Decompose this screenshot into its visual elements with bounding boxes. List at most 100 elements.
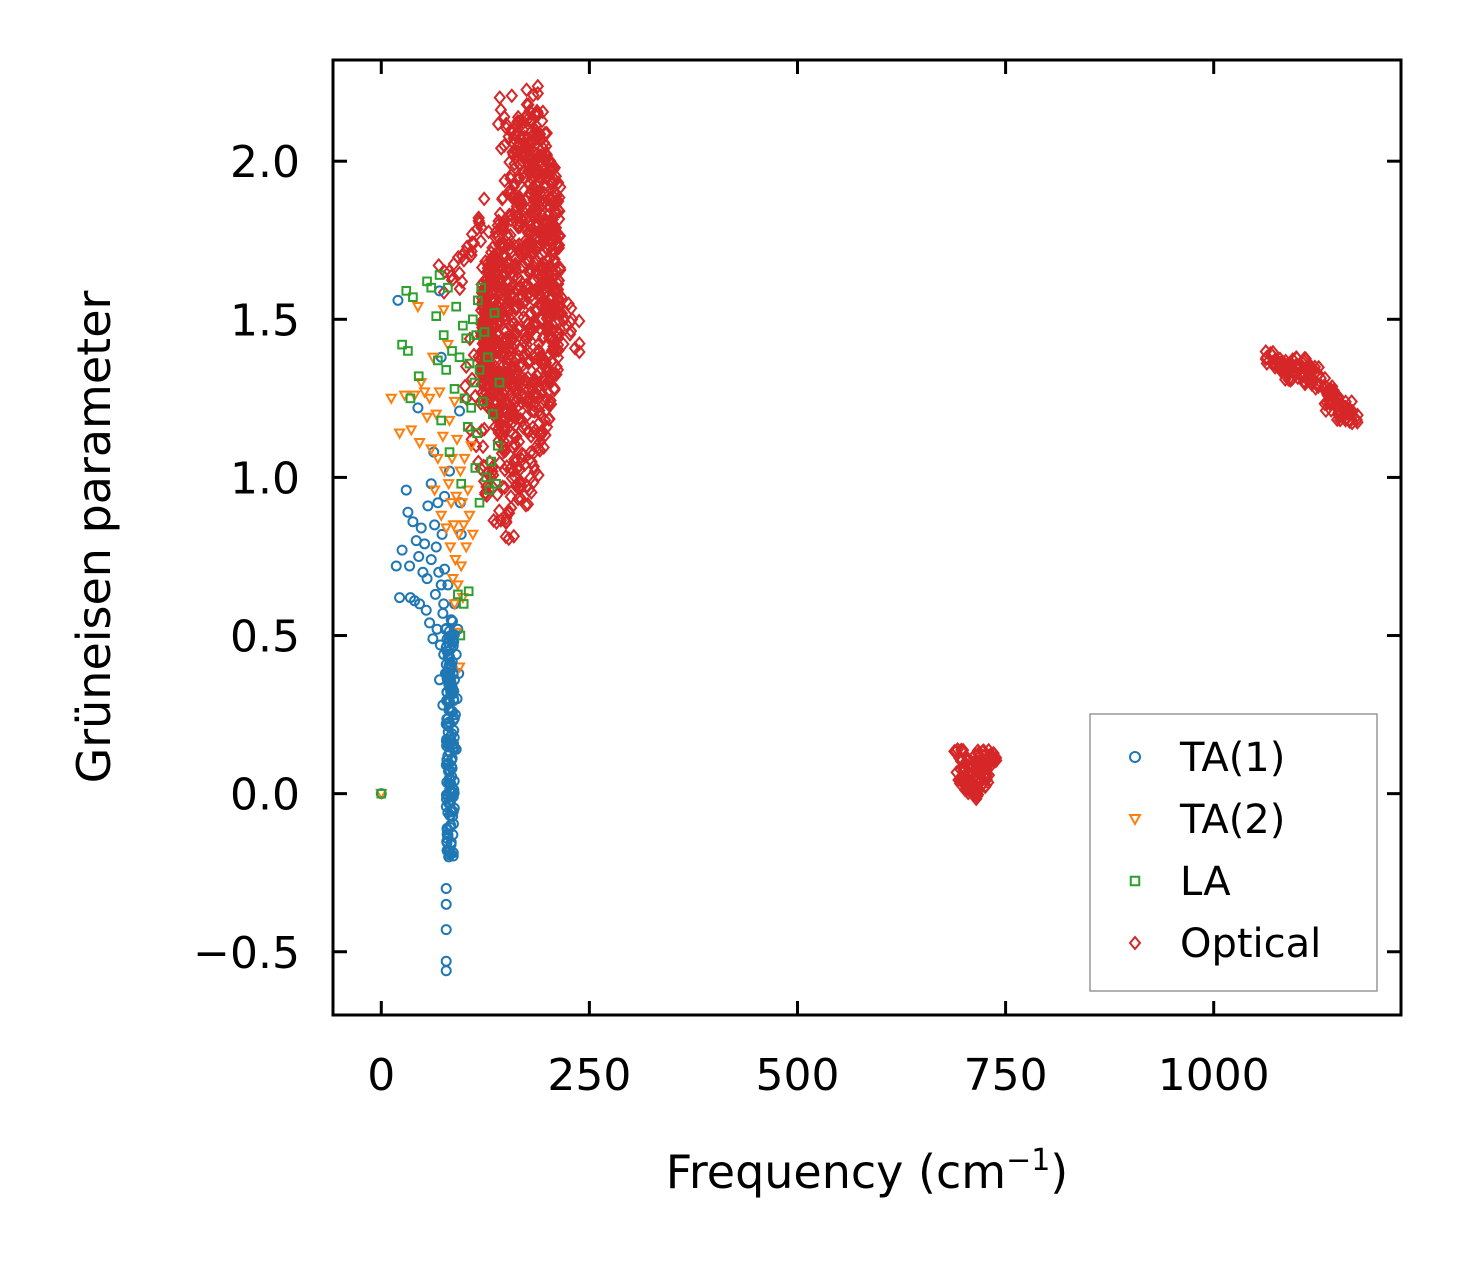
ta2-point xyxy=(431,453,445,466)
ta2-point xyxy=(440,523,453,535)
optical-point xyxy=(455,248,469,264)
ta2-point xyxy=(443,415,456,428)
optical-point xyxy=(491,116,505,132)
la-point xyxy=(405,393,416,404)
optical-point xyxy=(509,428,523,444)
optical-point xyxy=(495,191,509,207)
la-point xyxy=(403,346,413,356)
optical-point xyxy=(547,171,561,187)
optical-point xyxy=(508,451,521,467)
optical-point xyxy=(465,247,478,263)
ta1-point xyxy=(429,588,441,600)
ta1-point xyxy=(440,898,452,910)
plot-frame xyxy=(331,58,1403,1017)
ta2-point xyxy=(455,498,469,510)
optical-point xyxy=(552,342,565,358)
x-tick-label: 0 xyxy=(367,1050,395,1101)
optical-point xyxy=(1279,353,1293,369)
ta2-point xyxy=(448,396,461,409)
optical-point xyxy=(438,264,452,280)
optical-point xyxy=(498,321,512,337)
optical-point xyxy=(564,300,578,316)
optical-point xyxy=(497,333,511,349)
ta2-point xyxy=(425,444,438,456)
optical-point xyxy=(523,352,536,368)
ta2-point xyxy=(457,520,470,532)
ta1-point xyxy=(433,566,445,578)
optical-point xyxy=(515,149,529,165)
optical-point xyxy=(532,402,546,419)
optical-point xyxy=(502,407,515,423)
optical-point xyxy=(551,276,565,292)
optical-point xyxy=(497,418,511,434)
ta2-point xyxy=(420,412,434,424)
ta2-point xyxy=(451,580,465,592)
optical-point xyxy=(519,211,532,227)
ta1-point xyxy=(413,550,425,562)
optical-point xyxy=(458,244,472,260)
x-axis-label: Frequency (cm−1) xyxy=(666,1143,1069,1199)
la-point xyxy=(472,428,482,438)
optical-point xyxy=(497,382,511,398)
la-point xyxy=(469,377,480,388)
la-point xyxy=(491,478,501,489)
optical-point xyxy=(484,244,498,260)
optical-point xyxy=(506,144,519,160)
optical-point xyxy=(989,750,1003,766)
x-axis-label-sup: −1 xyxy=(1006,1143,1050,1178)
optical-point xyxy=(497,265,511,281)
optical-point xyxy=(499,529,513,545)
optical-point xyxy=(499,515,513,531)
ta1-point xyxy=(436,528,448,540)
legend-marker-optical xyxy=(1128,935,1142,951)
ta2-point xyxy=(413,438,426,450)
optical-point xyxy=(520,82,533,98)
optical-point xyxy=(535,269,548,286)
ta1-point xyxy=(415,522,427,534)
legend-label: TA(2) xyxy=(1179,797,1285,843)
optical-point xyxy=(539,393,552,410)
la-point xyxy=(474,365,485,375)
la-point xyxy=(456,478,467,489)
optical-point xyxy=(529,285,542,301)
optical-point xyxy=(979,767,992,783)
optical-point xyxy=(469,438,483,454)
optical-point xyxy=(504,212,518,228)
optical-point xyxy=(511,109,525,125)
optical-point xyxy=(521,316,534,332)
optical-point xyxy=(1325,395,1339,411)
optical-point xyxy=(538,216,552,232)
optical-point xyxy=(521,150,535,166)
legend-label: LA xyxy=(1180,859,1231,905)
optical-point xyxy=(505,359,519,375)
optical-point xyxy=(978,779,992,795)
ta2-point xyxy=(463,510,476,522)
optical-point xyxy=(523,165,536,182)
optical-point xyxy=(492,503,506,519)
optical-point xyxy=(459,358,473,375)
optical-point xyxy=(514,273,527,290)
optical-point xyxy=(960,753,974,769)
ta1-point xyxy=(440,658,452,670)
ta2-point xyxy=(393,428,406,440)
la-point xyxy=(433,355,443,366)
la-point xyxy=(434,270,445,280)
optical-point xyxy=(975,777,988,793)
optical-point xyxy=(522,391,536,407)
optical-point xyxy=(540,317,554,333)
la-point xyxy=(458,599,469,609)
la-point xyxy=(376,788,387,799)
optical-point xyxy=(490,514,503,531)
optical-point xyxy=(472,210,485,226)
ta2-point xyxy=(428,485,441,497)
ta2-point xyxy=(452,529,465,541)
optical-point xyxy=(493,312,506,328)
optical-point xyxy=(498,173,511,189)
y-axis-label: Grüneisen parameter xyxy=(67,290,121,783)
optical-point xyxy=(484,258,498,274)
ta1-point xyxy=(446,656,458,668)
x-axis-label-suffix: ) xyxy=(1050,1145,1068,1199)
ta1-point xyxy=(396,544,408,556)
la-point xyxy=(408,292,418,302)
